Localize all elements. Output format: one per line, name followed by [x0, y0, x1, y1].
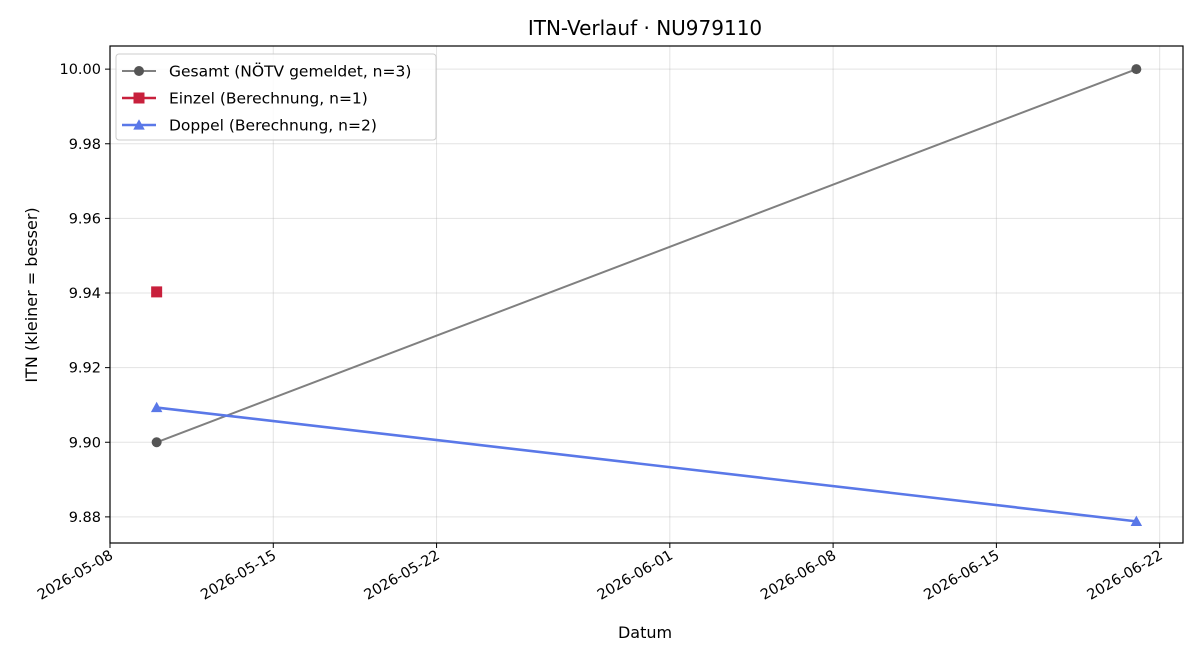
- x-tick-label: 2026-06-15: [921, 548, 1002, 604]
- data-point-triangle: [1130, 515, 1143, 526]
- data-point-circle: [151, 437, 162, 448]
- series-0: [151, 64, 1142, 448]
- data-point-square: [133, 92, 145, 104]
- data-point-triangle: [133, 119, 145, 130]
- legend-box: [115, 53, 437, 141]
- x-axis-label: Datum: [618, 623, 672, 642]
- legend-entry: Einzel (Berechnung, n=1): [122, 90, 368, 108]
- legend: Gesamt (NÖTV gemeldet, n=3) Einzel (Berec…: [115, 53, 437, 141]
- y-tick-label: 9.88: [69, 510, 101, 526]
- legend-label: Gesamt (NÖTV gemeldet, n=3): [169, 62, 411, 81]
- legend-entry: Doppel (Berechnung, n=2): [122, 117, 377, 135]
- series-2: [150, 401, 1143, 526]
- x-tick-label: 2026-05-22: [362, 548, 443, 604]
- chart-title: ITN-Verlauf · NU979110: [528, 16, 762, 40]
- series-1: [151, 286, 163, 298]
- y-tick-label: 9.98: [69, 137, 101, 153]
- y-axis-label: ITN (kleiner = besser): [22, 207, 41, 382]
- grid-lines: [109, 46, 1183, 543]
- y-tick-label: 9.92: [69, 361, 101, 377]
- y-tick-label: 9.90: [69, 435, 101, 451]
- y-tick-label: 9.96: [69, 211, 101, 227]
- data-point-circle: [134, 66, 144, 76]
- legend-label: Doppel (Berechnung, n=2): [169, 117, 377, 135]
- data-point-square: [151, 286, 163, 298]
- data-point-circle: [1131, 64, 1142, 75]
- series-line: [156, 68, 1137, 444]
- x-tick-label: 2026-06-22: [1085, 548, 1166, 604]
- data-point-triangle: [150, 401, 163, 413]
- legend-label: Einzel (Berechnung, n=1): [169, 90, 368, 108]
- y-tick-label: 9.94: [69, 286, 101, 302]
- plot-frame: [109, 45, 1184, 544]
- series-line: [156, 406, 1137, 523]
- x-tick-label: 2026-05-15: [198, 548, 279, 604]
- y-tick-label: 10.00: [59, 62, 101, 78]
- x-tick-label: 2026-06-08: [758, 548, 839, 604]
- legend-entry: Gesamt (NÖTV gemeldet, n=3): [122, 62, 411, 81]
- series-layer: [150, 64, 1143, 526]
- x-tick-label: 2026-06-01: [595, 548, 676, 604]
- x-tick-label: 2026-05-08: [35, 548, 116, 604]
